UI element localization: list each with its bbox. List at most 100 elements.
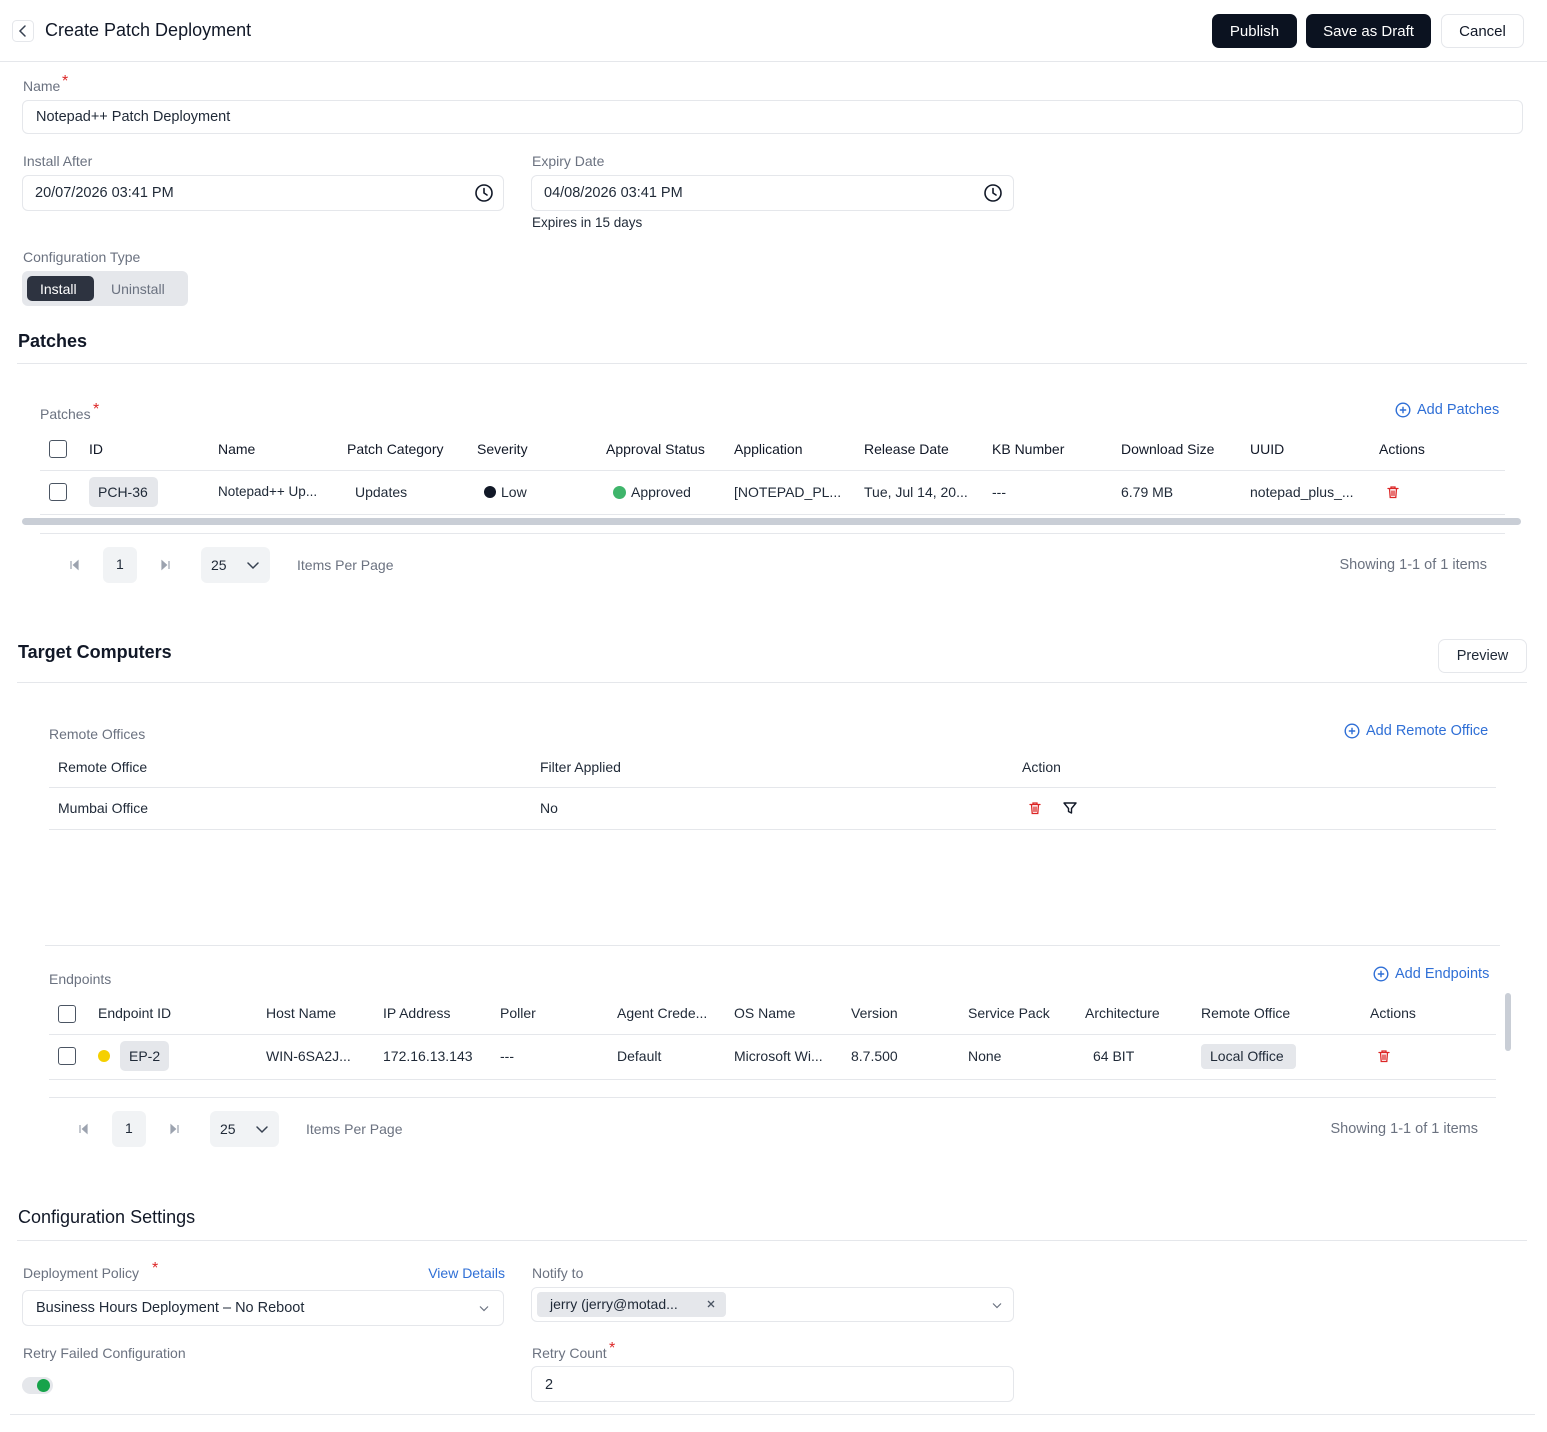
retry-count-input[interactable] (531, 1366, 1014, 1402)
publish-button[interactable]: Publish (1212, 14, 1297, 48)
icon-part (247, 562, 259, 570)
table-cell: Low (501, 484, 527, 500)
clock-icon[interactable] (983, 183, 1003, 203)
add-patches-button[interactable]: Add Patches (1417, 402, 1500, 418)
endpoint-id: EP-2 (129, 1048, 161, 1064)
per-page-label: Items Per Page (306, 1121, 403, 1137)
column-header: UUID (1250, 441, 1285, 457)
table-cell: [NOTEPAD_PL... (734, 484, 842, 500)
table-cell: WIN-6SA2J... (266, 1048, 351, 1064)
column-header: Release Date (864, 441, 949, 457)
divider (49, 787, 1496, 788)
icon-part (1399, 406, 1407, 414)
patch-id: PCH-36 (98, 484, 148, 500)
icon (707, 1300, 715, 1308)
field-label: Configuration Type (23, 249, 141, 265)
segment-active[interactable] (27, 276, 94, 301)
first-page[interactable] (77, 1122, 91, 1136)
icon (256, 1126, 268, 1134)
add-remote-office-button[interactable]: Add Remote Office (1366, 723, 1489, 739)
page-button[interactable] (103, 547, 137, 583)
filter-button[interactable] (1062, 800, 1078, 816)
cancel-button[interactable]: Cancel (1441, 14, 1524, 48)
expiry-input[interactable] (531, 175, 1014, 211)
required-marker: * (62, 73, 69, 90)
icon-part (1377, 970, 1385, 978)
icon-part (70, 559, 79, 571)
vertical-scrollbar (1505, 993, 1511, 1051)
chevron (245, 557, 261, 573)
field-label: Retry Failed Configuration (23, 1345, 186, 1361)
table-cell: No (540, 800, 558, 816)
per-page-value: 25 (211, 557, 227, 573)
icon (992, 1303, 1002, 1309)
divider (49, 1034, 1496, 1035)
icon (1344, 723, 1360, 739)
field-label: Notify to (532, 1265, 584, 1281)
icon-part (992, 1303, 1002, 1309)
save-draft-button[interactable]: Save as Draft (1306, 14, 1431, 48)
add-icon[interactable] (1373, 966, 1389, 982)
last-page[interactable] (158, 558, 172, 572)
table-label: Endpoints (49, 971, 112, 987)
table-cell: Microsoft Wi... (734, 1048, 823, 1064)
delete-button[interactable] (1027, 800, 1043, 816)
icon (984, 184, 1002, 202)
column-header: Actions (1379, 441, 1425, 457)
page-number: 1 (116, 556, 124, 572)
add-icon[interactable] (1344, 723, 1360, 739)
deployment-policy-select[interactable] (22, 1290, 504, 1326)
icon-part (170, 1123, 179, 1135)
column-header: IP Address (383, 1005, 451, 1021)
segment-option[interactable]: Uninstall (111, 281, 165, 297)
showing-count: Showing 1-1 of 1 items (1330, 1121, 1479, 1137)
column-header: ID (89, 441, 103, 457)
showing-count: Showing 1-1 of 1 items (1339, 557, 1488, 573)
column-header: Endpoint ID (98, 1005, 172, 1021)
page-number: 1 (125, 1120, 133, 1136)
table-cell: --- (992, 484, 1006, 500)
helper-text: Expires in 15 days (532, 215, 643, 230)
icon (79, 1123, 88, 1135)
column-header: Architecture (1085, 1005, 1160, 1021)
delete-button[interactable] (1376, 1048, 1392, 1064)
per-page-select[interactable] (210, 1111, 279, 1147)
first-page[interactable] (68, 558, 82, 572)
table-cell: Notepad++ Up... (218, 484, 318, 499)
view-details-link[interactable]: View Details (428, 1265, 505, 1281)
preview-button[interactable]: Preview (1438, 639, 1527, 673)
column-header: Remote Office (1201, 1005, 1291, 1021)
delete-button[interactable] (1385, 484, 1401, 500)
input-value: 20/07/2026 03:41 PM (35, 185, 174, 201)
icon (1063, 802, 1077, 814)
checkbox[interactable] (58, 1047, 76, 1065)
input-value: 2 (545, 1377, 554, 1393)
back-button[interactable] (12, 20, 34, 42)
section-title: Configuration Settings (18, 1207, 196, 1227)
icon (1029, 802, 1041, 815)
checkbox[interactable] (58, 1005, 76, 1023)
table-cell: None (968, 1048, 1002, 1064)
name-input (22, 100, 1523, 134)
checkbox[interactable] (49, 483, 67, 501)
remove-recipient[interactable] (704, 1297, 718, 1311)
divider (40, 533, 1505, 534)
column-header: OS Name (734, 1005, 796, 1021)
chevron (989, 1297, 1005, 1313)
install-after-input[interactable] (22, 175, 504, 211)
segment-option[interactable]: Install (40, 281, 77, 297)
add-endpoints-button[interactable]: Add Endpoints (1395, 966, 1490, 982)
checkbox[interactable] (49, 440, 67, 458)
icon-part (475, 184, 493, 202)
last-page[interactable] (167, 1122, 181, 1136)
table-cell: 64 BIT (1093, 1048, 1135, 1064)
clock-icon[interactable] (474, 183, 494, 203)
column-header: Name (218, 441, 256, 457)
page-button[interactable] (112, 1111, 146, 1147)
column-header: Version (851, 1005, 898, 1021)
table-label: Remote Offices (49, 726, 146, 742)
add-icon[interactable] (1395, 402, 1411, 418)
table-cell: Local Office (1210, 1048, 1284, 1064)
per-page-select[interactable] (201, 547, 270, 583)
